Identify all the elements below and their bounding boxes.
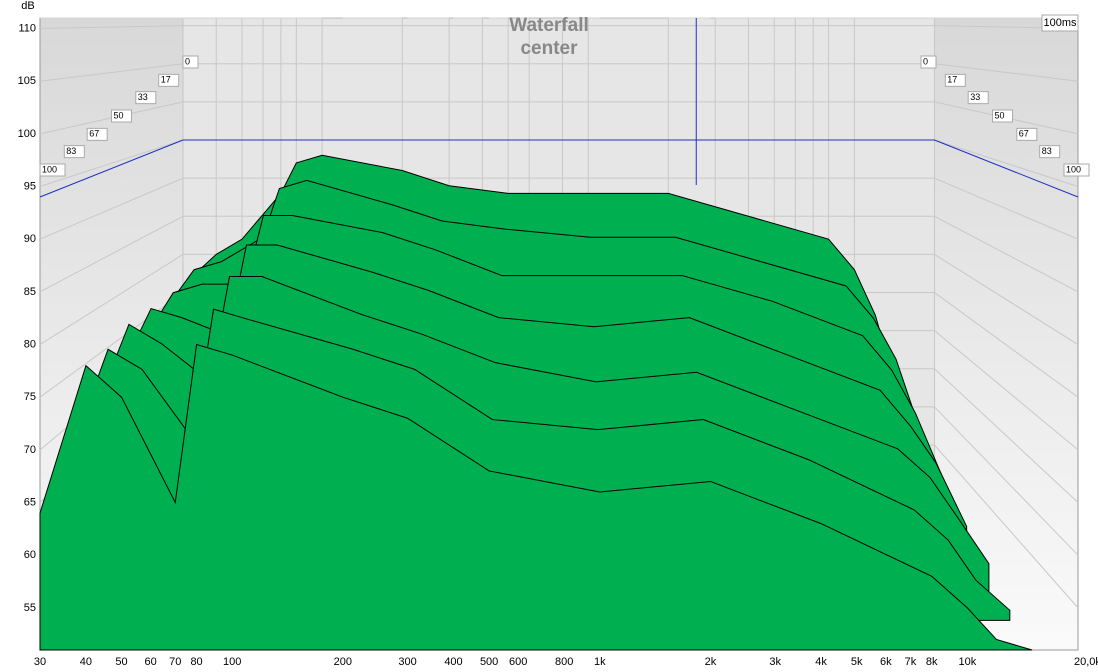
grid-line — [934, 253, 1079, 345]
cursor-h-right — [934, 139, 1079, 198]
x-tick-label: 100 — [223, 656, 241, 668]
z-tick-label-left: 67 — [89, 129, 99, 139]
z-tick-label-left: 33 — [138, 92, 148, 102]
x-tick-label: 80 — [190, 656, 202, 668]
grid-line — [39, 215, 184, 293]
z-tick-box — [182, 55, 199, 69]
grid-line — [39, 177, 184, 240]
y-tick-label: 75 — [24, 391, 36, 403]
z-label-box — [1041, 14, 1079, 32]
y-tick-label: 60 — [24, 549, 36, 561]
z-tick-box — [944, 73, 966, 87]
y-tick-label: 70 — [24, 444, 36, 456]
y-tick-label: 110 — [18, 22, 36, 34]
z-tick-box — [1063, 163, 1090, 177]
grid-line — [934, 63, 1079, 82]
x-tick-label: 200 — [334, 656, 352, 668]
z-tick-box — [1016, 127, 1038, 141]
x-tick-label: 70 — [169, 656, 181, 668]
x-tick-label: 50 — [115, 656, 127, 668]
y-tick-label: 65 — [24, 496, 36, 508]
x-tick-label: 800 — [555, 656, 573, 668]
chart-subtitle: center — [520, 38, 578, 59]
z-tick-label-right: 67 — [1019, 129, 1029, 139]
z-tick-box — [86, 127, 108, 141]
z-tick-label-left: 0 — [185, 56, 190, 66]
grid-line — [934, 368, 1079, 503]
y-tick-label: 95 — [24, 180, 36, 192]
z-tick-box — [135, 91, 157, 105]
grid-line — [934, 444, 1079, 609]
x-tick-label: 5k — [851, 656, 863, 668]
y-tick-label: 55 — [24, 602, 36, 614]
grid-line — [39, 292, 184, 398]
z-tick-label-left: 83 — [66, 146, 76, 156]
grid-line — [934, 177, 1079, 240]
z-tick-box — [111, 109, 132, 123]
x-tick-label: 300 — [398, 656, 416, 668]
z-tick-box — [920, 55, 937, 69]
z-tick-label-right: 83 — [1042, 146, 1052, 156]
x-tick-label: 4k — [815, 656, 827, 668]
grid-line — [39, 25, 183, 30]
x-tick-label: 2k — [705, 656, 717, 668]
z-tick-label-left: 17 — [161, 75, 171, 85]
z-tick-box — [63, 145, 85, 159]
y-tick-label: 80 — [24, 338, 36, 350]
x-tick-label: 60 — [145, 656, 157, 668]
y-tick-label: 100 — [18, 128, 36, 140]
z-tick-label-right: 33 — [970, 92, 980, 102]
x-tick-label: 6k — [880, 656, 892, 668]
z-tick-box — [39, 163, 66, 177]
z-tick-label-left: 100 — [42, 164, 57, 174]
x-tick-label: 30 — [34, 656, 46, 668]
x-tick-label: 20,0k Hz — [1074, 656, 1098, 668]
z-tick-box — [967, 91, 989, 105]
x-tick-label: 600 — [509, 656, 527, 668]
y-tick-label: 85 — [24, 286, 36, 298]
x-tick-label: 10k — [958, 656, 976, 668]
z-tick-box — [992, 109, 1013, 123]
z-tick-label-left: 50 — [114, 110, 124, 120]
grid-line — [934, 406, 1079, 556]
z-tick-box — [1039, 145, 1061, 159]
z-tick-box — [158, 73, 180, 87]
cursor-h-left — [39, 139, 184, 198]
grid-line — [39, 253, 184, 345]
y-tick-label: 90 — [24, 233, 36, 245]
y-tick-label: 105 — [18, 75, 36, 87]
z-tick-label-right: 0 — [923, 56, 928, 66]
x-tick-label: 40 — [80, 656, 92, 668]
chart-title: Waterfall — [509, 15, 589, 36]
x-tick-label: 8k — [926, 656, 938, 668]
grid-line — [934, 330, 1079, 451]
x-tick-label: 400 — [444, 656, 462, 668]
y-axis-label: dB — [21, 0, 34, 12]
z-tick-label-right: 50 — [995, 110, 1005, 120]
grid-line — [934, 139, 1079, 188]
z-label: 100ms — [1043, 17, 1077, 29]
grid-line — [39, 139, 184, 188]
grid-line — [934, 292, 1079, 398]
grid-line — [934, 215, 1079, 293]
slice — [39, 343, 1033, 651]
grid-line — [39, 63, 184, 82]
z-tick-label-right: 17 — [947, 75, 957, 85]
x-tick-label: 7k — [905, 656, 917, 668]
z-tick-label-right: 100 — [1066, 164, 1081, 174]
x-tick-label: 500 — [480, 656, 498, 668]
x-tick-label: 3k — [769, 656, 781, 668]
x-tick-label: 1k — [594, 656, 606, 668]
